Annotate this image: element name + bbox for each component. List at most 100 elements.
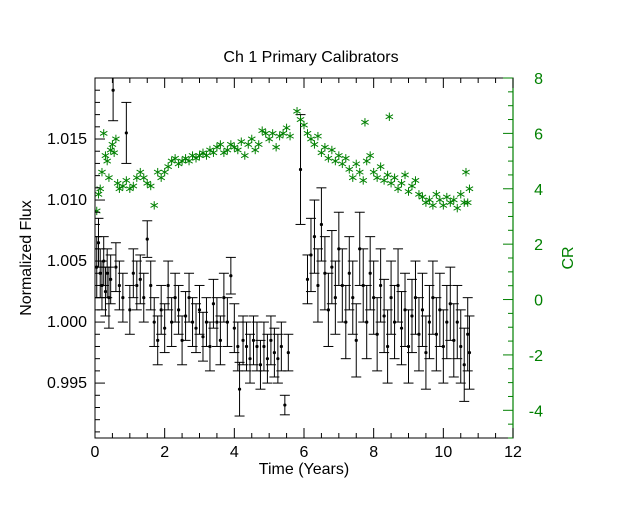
y-left-tick-label: 1.015 [47, 131, 87, 148]
flux-point [279, 394, 290, 416]
cr-point [195, 151, 204, 160]
cr-point [422, 198, 430, 207]
cr-point [432, 190, 441, 199]
cr-point [361, 118, 369, 127]
x-axis-label: Time (Years) [259, 461, 349, 478]
cr-point [359, 176, 368, 185]
y-axis-left-label: Normalized Flux [18, 200, 35, 316]
cr-point [219, 148, 228, 157]
cr-point [174, 159, 183, 169]
cr-point [317, 148, 326, 157]
cr-point [415, 190, 423, 199]
cr-point [153, 167, 162, 177]
y-right-tick-label: -2 [529, 348, 543, 365]
cr-point [105, 173, 113, 182]
y-left-tick-label: 1.000 [47, 314, 87, 331]
cr-point [129, 181, 138, 191]
flux-point [238, 315, 249, 366]
cr-point [394, 184, 402, 193]
cr-point [439, 201, 448, 210]
y-right-tick-label: 2 [534, 237, 543, 254]
y-left-tick-label: 0.995 [47, 375, 87, 392]
cr-point [300, 120, 308, 130]
cr-point [387, 179, 395, 188]
chart-title: Ch 1 Primary Calibrators [223, 49, 398, 66]
cr-point [185, 156, 193, 166]
cr-point [258, 126, 267, 135]
cr-point [376, 162, 385, 171]
flux-point [191, 303, 202, 354]
cr-point [275, 131, 284, 141]
cr-point [108, 140, 117, 149]
y-axis-right-label: CR [560, 246, 577, 269]
cr-point [122, 176, 131, 185]
cr-point [366, 151, 375, 160]
flux-point [441, 284, 452, 360]
cr-point [254, 140, 263, 149]
flux-point [302, 254, 313, 305]
flux-point [225, 256, 236, 295]
y-left-tick-label: 1.010 [47, 192, 87, 209]
flux-point [276, 321, 287, 372]
cr-point [324, 154, 333, 163]
cr-point [206, 145, 214, 155]
cr-point [106, 145, 115, 155]
flux-point [103, 266, 114, 329]
y-right-tick-label: 4 [534, 182, 543, 199]
x-tick-label: 4 [230, 444, 239, 461]
flux-point [222, 297, 233, 347]
cr-point [307, 134, 315, 144]
x-tick-label: 10 [434, 444, 452, 461]
cr-point [150, 201, 159, 210]
cr-point [338, 159, 347, 169]
cr-point [320, 143, 329, 152]
cr-point [251, 145, 260, 155]
cr-point [460, 198, 469, 207]
cr-point [373, 173, 382, 182]
cr-point [199, 148, 207, 157]
flux-point [245, 333, 256, 384]
cr-point [418, 192, 427, 202]
cr-point [408, 181, 416, 191]
cr-point [164, 162, 173, 171]
flux-point [124, 284, 135, 335]
cr-point [446, 198, 455, 207]
cr-point [209, 148, 218, 157]
cr-point [146, 181, 155, 191]
cr-point [456, 190, 465, 199]
x-tick-label: 0 [91, 444, 100, 461]
flux-point [330, 260, 341, 335]
flux-point [351, 303, 362, 378]
x-tick-label: 6 [300, 444, 309, 461]
cr-point [226, 140, 235, 149]
flux-point [170, 272, 181, 323]
y-right-tick-label: 8 [534, 71, 543, 88]
cr-point [453, 203, 462, 213]
cr-point [341, 154, 350, 163]
flux-point [248, 315, 259, 366]
flux-point [462, 297, 473, 372]
cr-point [223, 145, 232, 155]
flux-point [448, 303, 459, 378]
y-right-tick-label: 0 [534, 293, 543, 310]
cr-point [103, 156, 112, 166]
cr-point [240, 151, 249, 160]
cr-point [425, 195, 434, 205]
cr-point [465, 184, 474, 193]
cr-point [268, 129, 277, 138]
cr-point [331, 156, 340, 166]
y-left-tick-label: 1.005 [47, 253, 87, 270]
cr-point [181, 154, 190, 163]
x-tick-label: 12 [504, 444, 522, 461]
cr-point [237, 137, 246, 146]
cr-point [435, 195, 444, 205]
cr-point [171, 154, 180, 163]
cr-point [286, 131, 294, 141]
flux-point [340, 284, 351, 360]
cr-point [95, 190, 103, 199]
cr-point [160, 167, 169, 177]
cr-point [272, 143, 281, 152]
cr-point [99, 129, 108, 138]
flux-point [108, 78, 119, 122]
cr-point [369, 167, 378, 177]
